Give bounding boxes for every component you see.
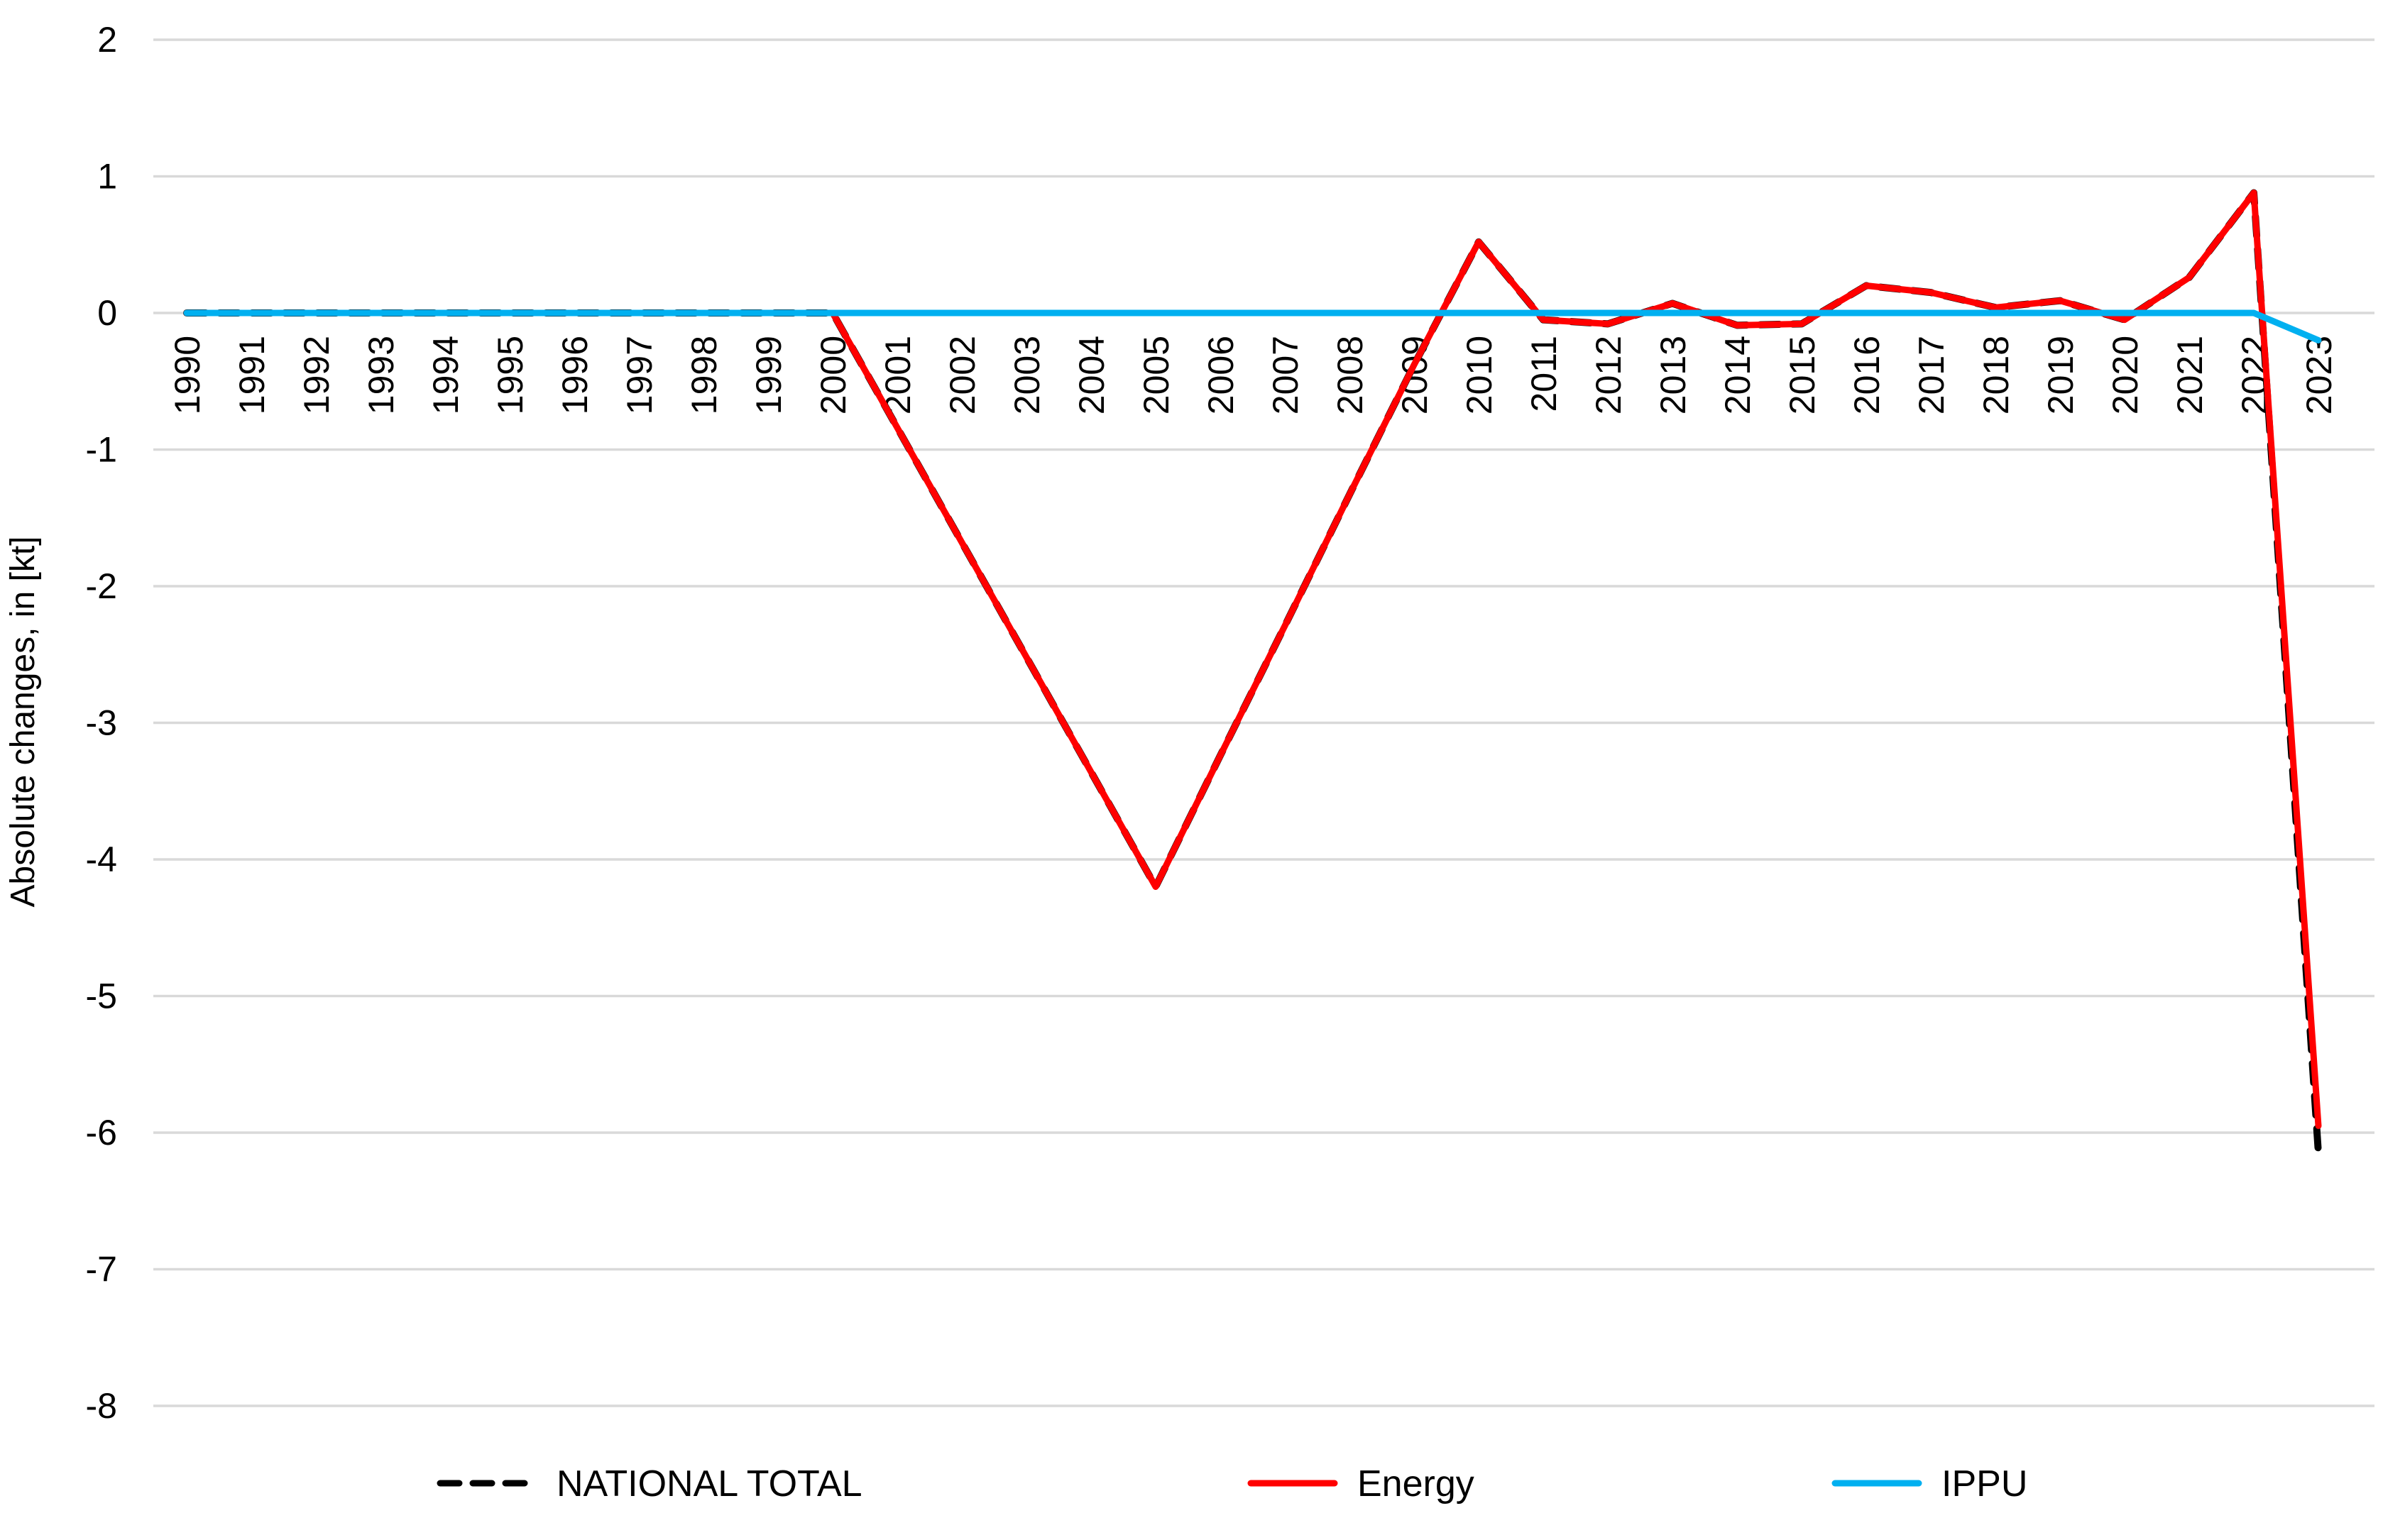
x-year-label-1996: 1996 xyxy=(555,336,595,414)
legend: NATIONAL TOTAL Energy IPPU xyxy=(437,1463,2027,1505)
x-year-label-2023: 2023 xyxy=(2299,336,2339,414)
y-tick-label--1: -1 xyxy=(86,430,117,470)
x-year-label-2005: 2005 xyxy=(1136,336,1176,414)
x-year-label-2015: 2015 xyxy=(1782,336,1822,414)
y-tick-label--6: -6 xyxy=(86,1113,117,1153)
y-tick-label--8: -8 xyxy=(86,1386,117,1426)
x-year-label-1993: 1993 xyxy=(361,336,401,414)
x-year-label-2006: 2006 xyxy=(1201,336,1241,414)
x-year-label-2004: 2004 xyxy=(1072,336,1112,414)
legend-label-energy: Energy xyxy=(1357,1463,1474,1505)
x-year-label-2002: 2002 xyxy=(943,336,982,414)
x-year-label-1992: 1992 xyxy=(297,336,336,414)
y-tick-label--4: -4 xyxy=(86,840,117,879)
data-series-lines xyxy=(183,189,2322,1157)
x-year-label-2019: 2019 xyxy=(2041,336,2081,414)
x-year-label-2020: 2020 xyxy=(2105,336,2145,414)
y-tick-label-2: 2 xyxy=(97,20,117,60)
x-year-label-2011: 2011 xyxy=(1524,336,1564,412)
x-year-label-2000: 2000 xyxy=(813,336,853,414)
x-year-label-1997: 1997 xyxy=(620,336,659,414)
y-tick-label--7: -7 xyxy=(86,1250,117,1289)
x-year-label-2010: 2010 xyxy=(1459,336,1499,414)
x-year-label-2009: 2009 xyxy=(1395,336,1435,414)
x-year-label-2003: 2003 xyxy=(1007,336,1047,414)
x-year-label-1991: 1991 xyxy=(232,336,272,414)
legend-label-national-total: NATIONAL TOTAL xyxy=(557,1463,862,1505)
x-year-label-2014: 2014 xyxy=(1718,336,1758,414)
y-tick-label-1: 1 xyxy=(97,157,117,197)
x-year-label-2007: 2007 xyxy=(1266,336,1305,414)
legend-label-ippu: IPPU xyxy=(1941,1463,2027,1505)
y-tick-label--5: -5 xyxy=(86,977,117,1016)
x-axis-year-labels: 1990 1991 1992 1993 1994 1995 1996 1997 1998 1999… xyxy=(168,336,2339,414)
x-year-label-2021: 2021 xyxy=(2170,336,2210,414)
series-line-energy xyxy=(183,189,2322,1129)
y-tick-label--2: -2 xyxy=(86,566,117,606)
x-year-label-2013: 2013 xyxy=(1653,336,1693,414)
y-tick-label--3: -3 xyxy=(86,703,117,743)
x-year-label-1999: 1999 xyxy=(749,336,789,414)
y-tick-label-0: 0 xyxy=(97,293,117,333)
x-year-label-1990: 1990 xyxy=(168,336,207,414)
y-axis-title: Absolute changes, in [kt] xyxy=(4,537,42,908)
x-year-label-2012: 2012 xyxy=(1589,336,1628,414)
x-year-label-2017: 2017 xyxy=(1912,336,1951,414)
gridlines xyxy=(153,38,2374,1407)
x-year-label-2008: 2008 xyxy=(1330,336,1370,414)
x-year-label-1998: 1998 xyxy=(684,336,724,414)
x-year-label-2018: 2018 xyxy=(1976,336,2016,414)
x-year-label-1994: 1994 xyxy=(426,336,466,414)
x-year-label-1995: 1995 xyxy=(491,336,530,414)
series-line-ippu xyxy=(183,309,2322,343)
y-axis-tick-labels: 2 1 0 -1 -2 -3 -4 -5 -6 -7 -8 xyxy=(86,20,117,1426)
x-year-label-2016: 2016 xyxy=(1847,336,1887,414)
